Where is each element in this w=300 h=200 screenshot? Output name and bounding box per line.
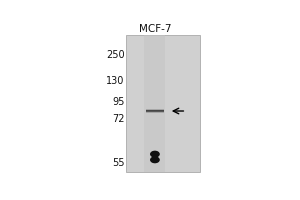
Circle shape xyxy=(151,157,159,163)
Bar xyxy=(146,109,164,110)
Bar xyxy=(126,35,200,172)
Text: 250: 250 xyxy=(106,50,125,60)
Bar xyxy=(146,111,164,112)
Bar xyxy=(146,110,164,111)
Text: 72: 72 xyxy=(112,114,125,124)
Circle shape xyxy=(151,151,159,157)
Bar xyxy=(145,35,165,172)
Text: MCF-7: MCF-7 xyxy=(139,24,171,34)
Bar xyxy=(146,112,164,113)
Text: 95: 95 xyxy=(112,97,125,107)
Text: 55: 55 xyxy=(112,158,125,168)
Text: 130: 130 xyxy=(106,76,125,86)
